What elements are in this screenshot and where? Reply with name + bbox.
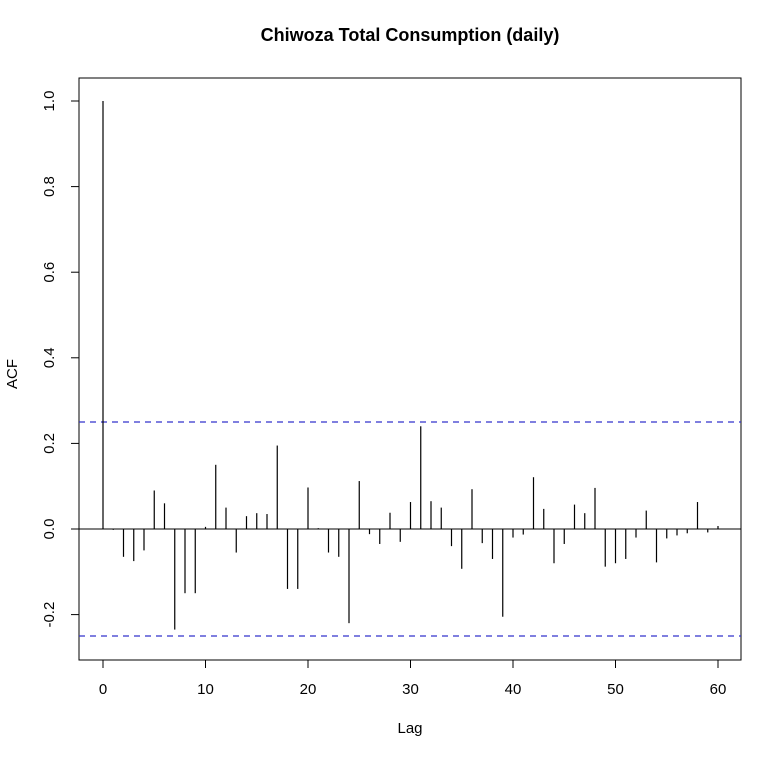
- y-tick-label: 0.2: [41, 433, 58, 454]
- y-tick-label: 0.0: [41, 519, 58, 540]
- x-tick-label: 20: [300, 681, 317, 698]
- y-tick-label: 1.0: [41, 91, 58, 112]
- y-tick-label: 0.4: [41, 347, 58, 368]
- confidence-bounds: [79, 421, 741, 637]
- y-axis: -0.2 0.0 0.2 0.4 0.6 0.8 1.0: [41, 91, 80, 628]
- x-axis-label: Lag: [397, 720, 422, 737]
- y-tick-label: 0.8: [41, 176, 58, 197]
- y-tick-label: -0.2: [41, 602, 58, 628]
- x-tick-label: 50: [607, 681, 624, 698]
- x-tick-label: 30: [402, 681, 419, 698]
- plot-frame: [78, 77, 742, 661]
- x-tick-label: 10: [197, 681, 214, 698]
- acf-bars: [79, 101, 741, 630]
- x-axis: 0 10 20 30 40 50 60: [99, 659, 727, 698]
- x-tick-label: 60: [710, 681, 727, 698]
- x-tick-label: 40: [505, 681, 522, 698]
- chart-title: Chiwoza Total Consumption (daily): [261, 25, 560, 45]
- y-axis-label: ACF: [4, 359, 21, 389]
- y-tick-label: 0.6: [41, 262, 58, 283]
- x-tick-label: 0: [99, 681, 107, 698]
